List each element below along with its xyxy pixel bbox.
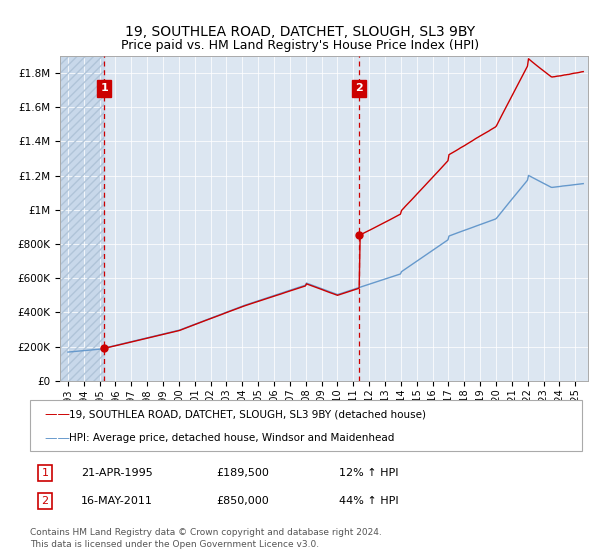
Text: 19, SOUTHLEA ROAD, DATCHET, SLOUGH, SL3 9BY: 19, SOUTHLEA ROAD, DATCHET, SLOUGH, SL3 … [125, 25, 475, 39]
Text: Price paid vs. HM Land Registry's House Price Index (HPI): Price paid vs. HM Land Registry's House … [121, 39, 479, 52]
Text: 16-MAY-2011: 16-MAY-2011 [81, 496, 153, 506]
Text: £189,500: £189,500 [216, 468, 269, 478]
Text: Contains HM Land Registry data © Crown copyright and database right 2024.
This d: Contains HM Land Registry data © Crown c… [30, 528, 382, 549]
Text: ——: —— [45, 408, 74, 421]
Text: ——: —— [45, 432, 74, 445]
Text: 12% ↑ HPI: 12% ↑ HPI [339, 468, 398, 478]
Text: £850,000: £850,000 [216, 496, 269, 506]
Text: 1: 1 [41, 468, 49, 478]
Text: 2: 2 [355, 83, 363, 94]
Text: 44% ↑ HPI: 44% ↑ HPI [339, 496, 398, 506]
Text: 19, SOUTHLEA ROAD, DATCHET, SLOUGH, SL3 9BY (detached house): 19, SOUTHLEA ROAD, DATCHET, SLOUGH, SL3 … [69, 409, 426, 419]
Text: 2: 2 [41, 496, 49, 506]
Text: 21-APR-1995: 21-APR-1995 [81, 468, 153, 478]
Text: HPI: Average price, detached house, Windsor and Maidenhead: HPI: Average price, detached house, Wind… [69, 433, 394, 443]
Text: 1: 1 [100, 83, 108, 94]
